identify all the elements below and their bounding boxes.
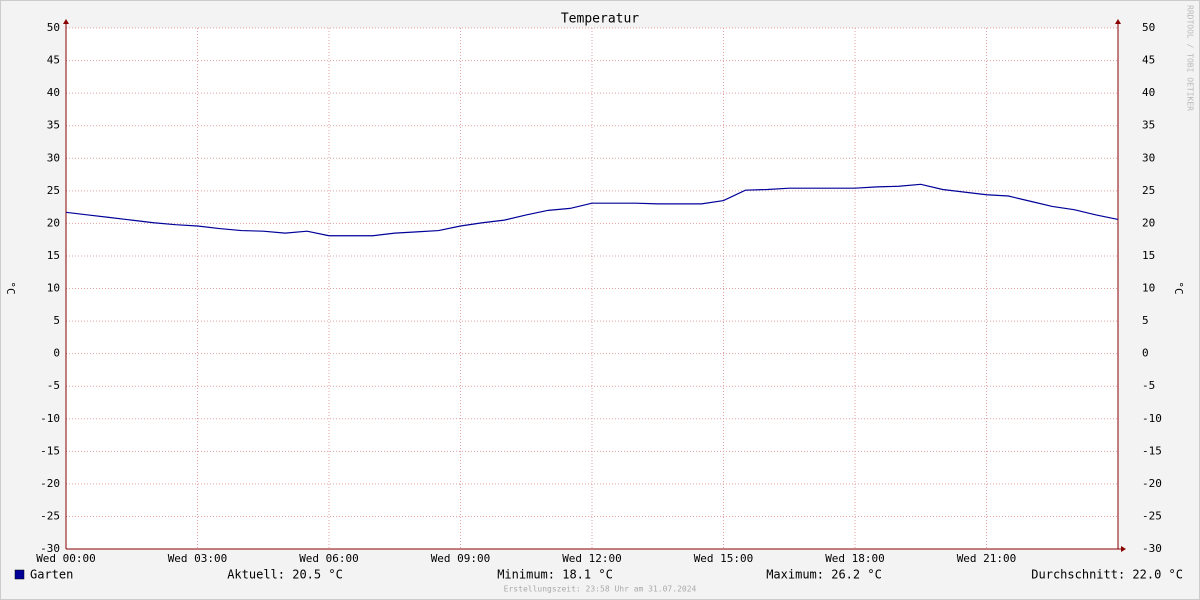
- y2-tick-label: 35: [1142, 119, 1155, 132]
- y2-tick-label: 40: [1142, 86, 1155, 99]
- stat-label: Minimum: 18.1 °C: [497, 568, 613, 582]
- x-tick-label: Wed 00:00: [36, 552, 96, 565]
- x-tick-label: Wed 12:00: [562, 552, 622, 565]
- x-tick-label: Wed 15:00: [694, 552, 754, 565]
- y2-tick-label: -25: [1142, 509, 1162, 522]
- y2-tick-label: -10: [1142, 412, 1162, 425]
- y2-tick-label: 25: [1142, 184, 1155, 197]
- axis-arrow: [1121, 546, 1126, 552]
- y-tick-label: 15: [47, 249, 60, 262]
- y2-tick-label: 20: [1142, 216, 1155, 229]
- x-tick-label: Wed 21:00: [957, 552, 1017, 565]
- y2-tick-label: -15: [1142, 444, 1162, 457]
- y-tick-label: 5: [53, 314, 60, 327]
- axis-arrow: [1115, 19, 1121, 24]
- footer: Erstellungszeit: 23:58 Uhr am 31.07.2024: [504, 585, 697, 594]
- y-tick-label: -20: [40, 477, 60, 490]
- x-tick-label: Wed 03:00: [168, 552, 228, 565]
- y-tick-label: -5: [47, 379, 60, 392]
- line: [65, 183, 1119, 237]
- stat-label: Maximum: 26.2 °C: [766, 568, 882, 582]
- y2-tick-label: 0: [1142, 347, 1149, 360]
- y2-tick-label: 15: [1142, 249, 1155, 262]
- y2-axis-label: °C: [1172, 281, 1185, 294]
- y-tick-label: -10: [40, 412, 60, 425]
- watermark: RRDTOOL / TOBI OETIKER: [1186, 5, 1195, 111]
- y-tick-label: 30: [47, 151, 60, 164]
- x-tick-label: Wed 09:00: [431, 552, 491, 565]
- y2-tick-label: -5: [1142, 379, 1155, 392]
- y-tick-label: 0: [53, 347, 60, 360]
- y-tick-label: -30: [40, 542, 60, 555]
- y2-tick-label: 5: [1142, 314, 1149, 327]
- y2-tick-label: -30: [1142, 542, 1162, 555]
- x-tick-label: Wed 18:00: [825, 552, 885, 565]
- y-axis-label: °C: [4, 281, 17, 294]
- y-tick-label: 45: [47, 54, 60, 67]
- y2-tick-label: 30: [1142, 151, 1155, 164]
- legend-label: Garten: [30, 568, 73, 582]
- y2-tick-label: 45: [1142, 54, 1155, 67]
- x-tick-label: Wed 06:00: [299, 552, 359, 565]
- y-tick-label: -15: [40, 444, 60, 457]
- axis-arrow: [63, 19, 69, 24]
- stat-label: Durchschnitt: 22.0 °C: [1031, 568, 1183, 582]
- y-tick-label: 50: [47, 21, 60, 34]
- y-tick-label: 25: [47, 184, 60, 197]
- y-tick-label: 10: [47, 282, 60, 295]
- y-tick-label: -25: [40, 509, 60, 522]
- y-tick-label: 35: [47, 119, 60, 132]
- stat-label: Aktuell: 20.5 °C: [227, 568, 343, 582]
- legend-swatch: [14, 569, 25, 580]
- y-tick-label: 20: [47, 216, 60, 229]
- y2-tick-label: 50: [1142, 21, 1155, 34]
- y2-tick-label: -20: [1142, 477, 1162, 490]
- chart-title: Temperatur: [561, 12, 639, 27]
- y-tick-label: 40: [47, 86, 60, 99]
- y2-tick-label: 10: [1142, 282, 1155, 295]
